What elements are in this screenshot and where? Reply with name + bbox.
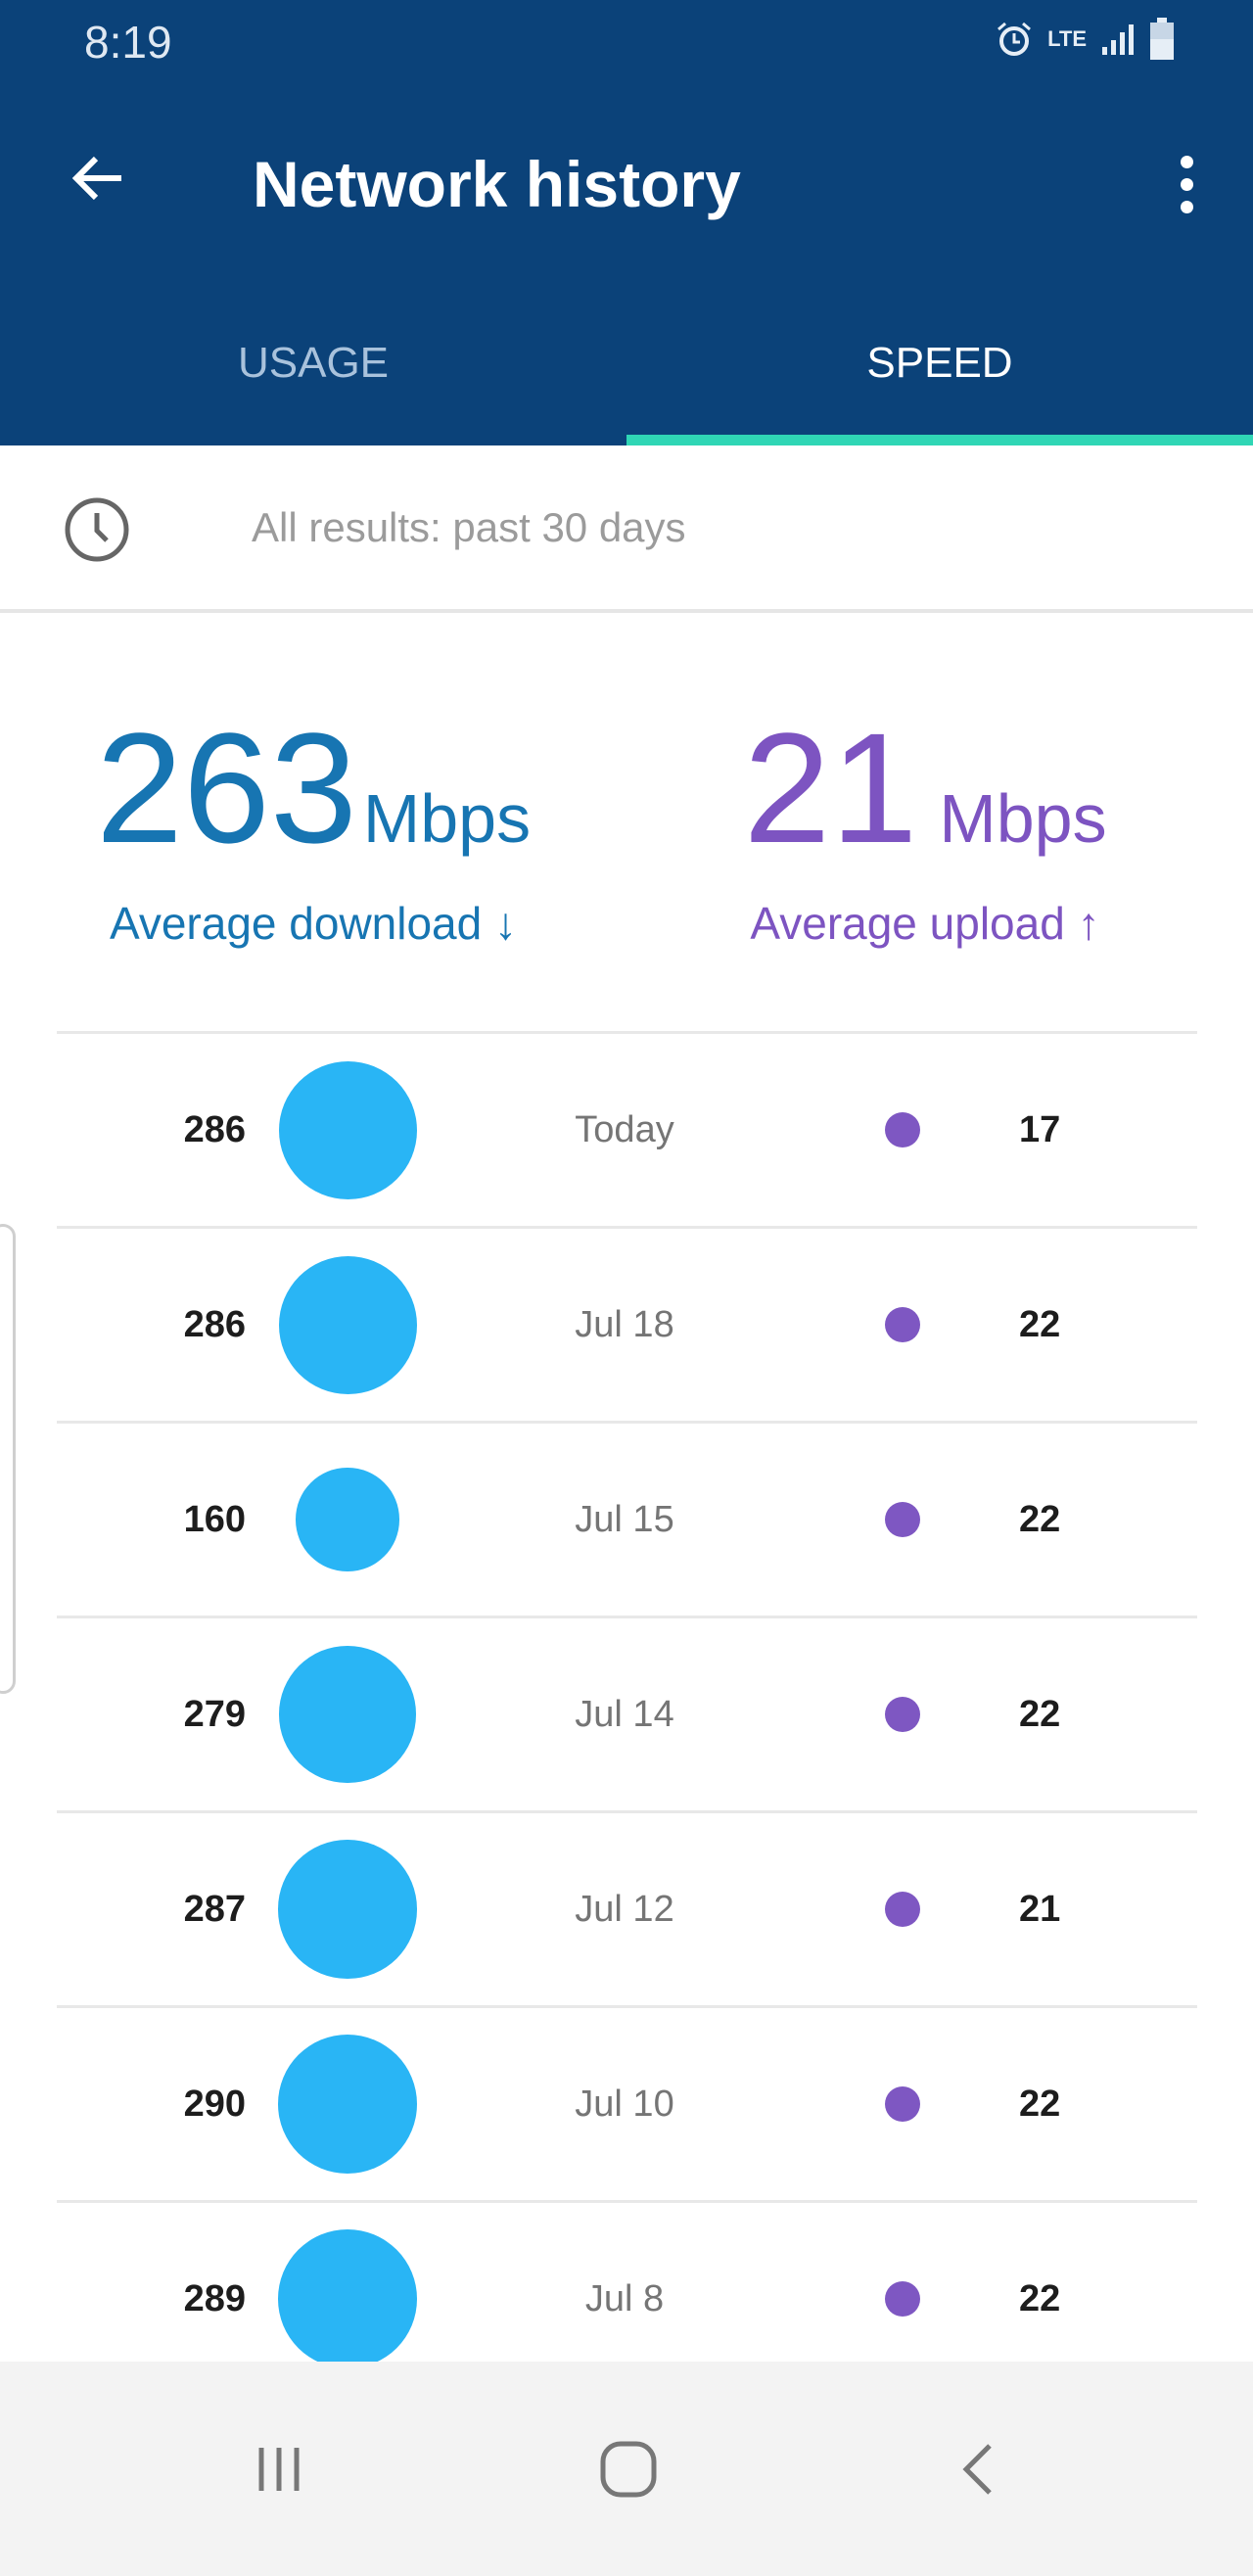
download-value: 279 — [183, 1694, 246, 1735]
result-row[interactable]: 279 Jul 14 22 — [57, 1616, 1197, 1810]
more-options-button[interactable] — [1167, 147, 1206, 221]
download-circle — [296, 1468, 399, 1571]
result-date: Jul 15 — [575, 1499, 674, 1540]
recent-apps-button[interactable] — [225, 2415, 333, 2523]
result-row[interactable]: 286 Jul 18 22 — [57, 1226, 1197, 1421]
home-icon — [600, 2441, 657, 2498]
lte-icon: LTE — [1047, 26, 1087, 51]
more-vertical-icon — [1180, 155, 1193, 168]
upload-dot — [885, 2281, 920, 2317]
upload-value: 22 — [1019, 2084, 1061, 2125]
download-circle — [279, 1646, 416, 1783]
download-circle — [278, 1255, 417, 1394]
tab-usage[interactable]: USAGE — [237, 339, 390, 387]
date-filter[interactable]: All results: past 30 days — [0, 445, 1253, 613]
upload-value: 22 — [1019, 1499, 1061, 1540]
average-download-unit: Mbps — [362, 780, 532, 857]
download-value: 286 — [183, 1304, 246, 1345]
result-date: Jul 12 — [575, 1889, 674, 1930]
download-value: 287 — [183, 1889, 246, 1930]
result-date: Jul 10 — [575, 2084, 674, 2125]
average-upload-label: Average upload ↑ — [750, 898, 1100, 949]
home-button[interactable] — [575, 2415, 682, 2523]
average-upload-value: 21 — [743, 700, 918, 875]
upload-dot — [885, 1502, 920, 1537]
filter-text: All results: past 30 days — [252, 504, 686, 550]
download-value: 160 — [183, 1499, 246, 1540]
download-circle — [278, 1840, 417, 1979]
average-download-label: Average download ↓ — [110, 898, 517, 949]
result-date: Today — [575, 1109, 674, 1150]
download-circle — [278, 2229, 417, 2368]
status-time: 8:19 — [84, 17, 172, 68]
back-button[interactable] — [61, 147, 135, 221]
app-header: 8:19 LTE Network history USAGE SPEED — [0, 0, 1253, 445]
result-date: Jul 18 — [575, 1304, 674, 1345]
tab-indicator — [626, 435, 1253, 445]
clock-icon — [65, 497, 129, 562]
result-date: Jul 14 — [575, 1694, 674, 1735]
results-list: 286 Today 17 286 Jul 18 22 160 Jul 15 22 279 Jul 1… — [57, 1031, 1197, 2395]
battery-icon — [1150, 18, 1174, 60]
download-circle — [278, 2035, 417, 2174]
upload-dot — [885, 2086, 920, 2122]
signal-icon — [1102, 24, 1134, 55]
recent-apps-icon — [258, 2448, 300, 2491]
page-title: Network history — [253, 148, 741, 220]
upload-dot — [885, 1307, 920, 1342]
upload-value: 21 — [1019, 1889, 1061, 1930]
download-value: 290 — [183, 2084, 246, 2125]
result-row[interactable]: 286 Today 17 — [57, 1031, 1197, 1226]
status-icons: LTE — [995, 18, 1175, 61]
download-value: 286 — [183, 1109, 246, 1150]
result-row[interactable]: 290 Jul 10 22 — [57, 2005, 1197, 2200]
edge-panel-handle[interactable] — [0, 1224, 16, 1694]
upload-value: 22 — [1019, 1304, 1061, 1345]
upload-dot — [885, 1697, 920, 1732]
upload-dot — [885, 1112, 920, 1147]
result-row[interactable]: 287 Jul 12 21 — [57, 1810, 1197, 2005]
average-download-value: 263 — [95, 700, 357, 875]
arrow-left-icon — [71, 156, 121, 201]
result-date: Jul 8 — [584, 2278, 665, 2319]
download-circle — [278, 1060, 417, 1199]
result-row[interactable]: 160 Jul 15 22 — [57, 1421, 1197, 1616]
system-nav-bar — [0, 2362, 1253, 2576]
upload-value: 22 — [1019, 2278, 1061, 2319]
average-upload-unit: Mbps — [939, 780, 1107, 857]
average-upload: 21 Mbps Average upload ↑ — [626, 705, 1253, 950]
average-download: 263Mbps Average download ↓ — [0, 705, 626, 950]
upload-value: 22 — [1019, 1694, 1061, 1735]
back-nav-button[interactable] — [926, 2415, 1034, 2523]
upload-dot — [885, 1892, 920, 1927]
upload-value: 17 — [1019, 1109, 1061, 1150]
alarm-icon — [998, 22, 1032, 56]
download-value: 289 — [183, 2278, 246, 2319]
tab-speed[interactable]: SPEED — [866, 339, 1013, 387]
back-icon — [962, 2444, 992, 2495]
